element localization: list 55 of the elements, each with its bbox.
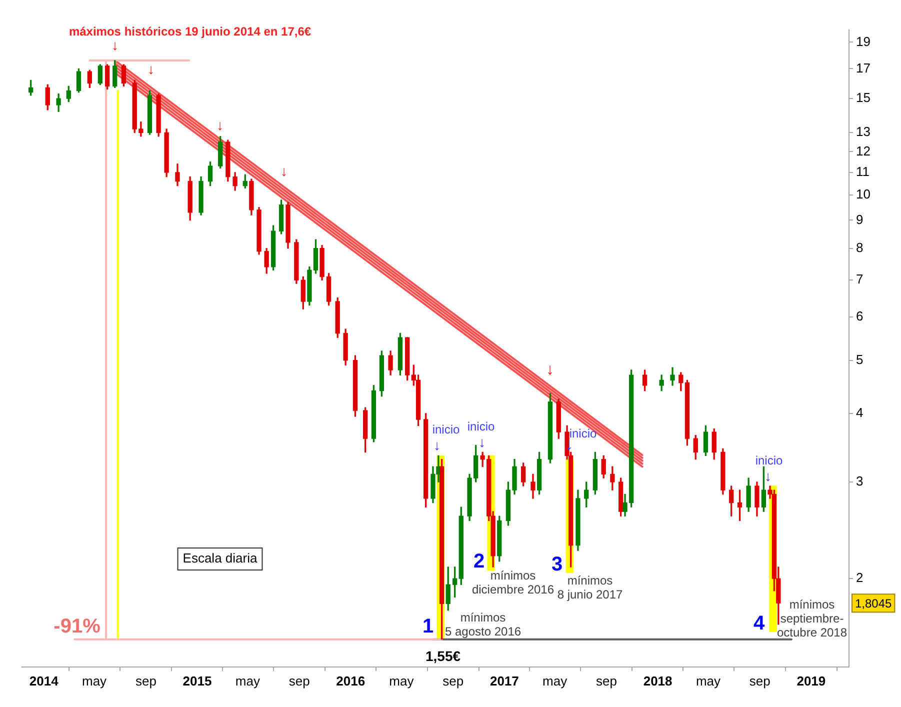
y-tick-label: 2 [856,570,864,586]
x-tick-label: sep [135,673,156,688]
annotation: inicio [432,422,460,436]
annotation: 2 [473,550,485,573]
annotation: ↓ [764,468,772,484]
x-tick-label: may [82,673,108,688]
y-tick-label: 7 [856,272,864,287]
x-tick-label: sep [442,673,464,688]
annotation: inicio [755,453,783,468]
annotation: mínimos 8 junio 2017 [557,573,624,602]
x-tick-label: 2018 [643,673,672,688]
annotation: ↓ [546,361,554,378]
y-tick-label: 17 [856,60,870,76]
y-tick-label: 19 [856,34,870,49]
x-tick-label: sep [749,673,770,688]
annotation: inicio [569,426,597,440]
x-tick-label: 2015 [182,673,212,688]
annotation: ↓ [112,36,118,53]
text: 1,8045 [855,596,892,610]
annotation: 1,55€ [425,648,461,664]
y-tick-label: 3 [856,474,864,489]
annotation: máximos históricos 19 junio 2014 en 17,6€ [68,24,312,38]
annotation: mínimos septiembre- octubre 2018 [776,597,848,640]
annotation: 1 [422,616,434,638]
annotation: mínimos 5 agosto 2016 [444,610,522,638]
y-tick-label: 9 [856,212,864,227]
annotation: 4 [753,612,766,635]
annotation: ↓ [280,162,288,179]
y-tick-label: 10 [856,186,870,202]
x-tick-label: sep [596,673,618,688]
x-tick-label: 2019 [796,673,826,688]
y-tick-label: 8 [856,240,864,255]
annotation: ↓ [148,60,154,77]
y-tick-label: 12 [856,143,870,158]
annotation: ↓ [434,436,440,453]
x-tick-label: may [542,673,568,688]
x-tick-label: 2014 [29,673,60,688]
y-tick-label: 6 [856,308,864,324]
x-tick-label: 2017 [490,673,519,688]
annotation: inicio [467,419,495,434]
annotation: Escala diaria [182,550,258,566]
y-tick-label: 11 [856,164,870,180]
x-tick-label: may [389,673,414,688]
annotation: ↓ [478,434,486,450]
y-tick-label: 5 [856,352,864,367]
x-tick-label: may [696,673,722,688]
x-tick-label: sep [288,673,310,688]
x-tick-label: 2016 [336,673,366,688]
annotation: 3 [551,554,563,576]
y-tick-label: 13 [856,124,870,140]
annotation: ↓ [216,116,224,133]
y-tick-label: 15 [856,90,870,106]
annotation: -91% [54,616,101,638]
y-tick-label: 4 [856,405,864,420]
x-tick-label: may [235,673,260,688]
